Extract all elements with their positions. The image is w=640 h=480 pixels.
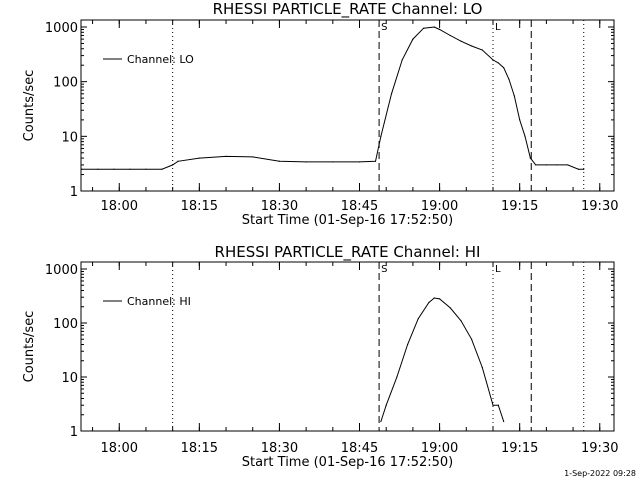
data-point-lo <box>545 164 547 166</box>
x-tick-label-lo: 18:00 <box>101 199 138 214</box>
data-point-hi <box>380 420 382 423</box>
data-point-lo <box>513 95 515 97</box>
x-tick-label-lo: 18:45 <box>341 199 378 214</box>
x-tick-label-hi: 19:15 <box>501 441 538 456</box>
marker-label-hi: L <box>495 264 501 275</box>
data-point-lo <box>535 164 537 166</box>
marker-label-hi: S <box>381 264 387 275</box>
y-tick-label-lo: 1 <box>70 185 78 200</box>
data-point-lo <box>145 168 147 170</box>
x-axis-label-hi: Start Time (01-Sep-16 17:52:50) <box>242 455 453 470</box>
chart-title-hi: RHESSI PARTICLE_RATE Channel: HI <box>215 243 481 262</box>
y-axis-label-lo: Counts/sec <box>22 70 37 142</box>
data-point-hi <box>428 301 430 304</box>
data-point-lo <box>583 168 585 170</box>
data-point-lo <box>438 28 441 31</box>
y-tick-label-hi: 1000 <box>45 263 78 278</box>
data-point-hi <box>481 366 483 369</box>
data-point-lo <box>161 168 163 170</box>
data-point-lo <box>252 156 254 158</box>
data-point-lo <box>481 49 483 51</box>
plot-frame-lo <box>80 19 615 192</box>
chart-title-lo: RHESSI PARTICLE_RATE Channel: LO <box>213 0 483 19</box>
data-point-lo <box>497 62 499 64</box>
x-tick-label-lo: 18:15 <box>181 199 218 214</box>
data-point-hi <box>417 318 419 320</box>
data-point-lo <box>177 160 179 162</box>
data-point-lo <box>81 168 83 170</box>
y-tick-label-lo: 10 <box>61 130 78 145</box>
data-point-hi <box>396 376 398 378</box>
x-axis-label-lo: Start Time (01-Sep-16 17:52:50) <box>242 213 453 228</box>
data-point-hi <box>492 404 494 406</box>
y-tick-label-hi: 1 <box>70 425 78 440</box>
data-point-hi <box>433 297 435 299</box>
data-point-hi <box>460 320 462 322</box>
data-point-lo <box>503 67 505 69</box>
data-point-lo <box>305 161 307 163</box>
data-point-lo <box>97 168 99 170</box>
data-point-lo <box>113 168 115 170</box>
x-tick-label-hi: 18:00 <box>101 441 138 456</box>
x-tick-label-hi: 19:30 <box>581 441 618 456</box>
y-tick-label-lo: 100 <box>53 76 78 91</box>
y-axis-label-hi: Counts/sec <box>22 311 37 383</box>
data-point-lo <box>225 155 227 157</box>
data-point-lo <box>358 161 361 163</box>
data-point-lo <box>529 157 531 159</box>
data-point-lo <box>390 93 393 95</box>
data-point-hi <box>471 338 473 340</box>
data-point-hi <box>449 307 451 309</box>
data-point-lo <box>374 160 377 162</box>
x-tick-label-lo: 19:15 <box>501 199 538 214</box>
data-point-lo <box>380 135 382 137</box>
x-tick-label-lo: 18:30 <box>261 199 298 214</box>
data-point-lo <box>433 26 435 28</box>
data-point-hi <box>497 404 499 406</box>
x-tick-label-hi: 18:30 <box>261 441 298 456</box>
legend-label-hi: Channel: HI <box>127 295 191 308</box>
footer-timestamp: 1-Sep-2022 09:28 <box>564 469 636 478</box>
data-point-lo <box>332 161 334 163</box>
data-point-lo <box>519 119 521 121</box>
data-point-lo <box>449 34 451 37</box>
data-point-lo <box>129 168 131 170</box>
x-tick-label-lo: 19:00 <box>421 199 458 214</box>
legend-label-lo: Channel: LO <box>127 53 194 66</box>
data-point-lo <box>556 164 558 166</box>
data-point-lo <box>401 59 403 61</box>
data-point-lo <box>412 38 414 40</box>
data-point-lo <box>567 164 569 166</box>
data-point-lo <box>198 157 200 159</box>
x-tick-label-hi: 19:00 <box>421 441 458 456</box>
x-tick-label-hi: 18:15 <box>181 441 218 456</box>
series-line-hi <box>380 297 505 422</box>
data-point-hi <box>406 343 409 346</box>
x-tick-label-hi: 18:45 <box>341 441 378 456</box>
y-tick-label-lo: 1000 <box>45 21 78 36</box>
data-point-hi <box>385 404 387 406</box>
data-point-hi <box>438 298 441 300</box>
data-point-hi <box>503 420 505 423</box>
marker-label-lo: L <box>495 22 501 33</box>
y-tick-label-hi: 100 <box>53 317 78 332</box>
y-tick-label-hi: 10 <box>61 371 78 386</box>
x-tick-label-lo: 19:30 <box>581 199 618 214</box>
data-point-lo <box>471 45 473 47</box>
data-point-lo <box>577 168 580 170</box>
data-point-lo <box>278 160 281 162</box>
data-point-lo <box>460 40 462 42</box>
data-point-lo <box>172 164 174 166</box>
plot-frame-hi <box>80 261 615 432</box>
data-point-lo <box>422 27 425 29</box>
series-line-lo <box>81 26 584 170</box>
data-point-lo <box>492 59 494 61</box>
data-point-lo <box>524 135 526 137</box>
marker-label-lo: S <box>381 22 387 33</box>
data-point-lo <box>508 78 510 81</box>
